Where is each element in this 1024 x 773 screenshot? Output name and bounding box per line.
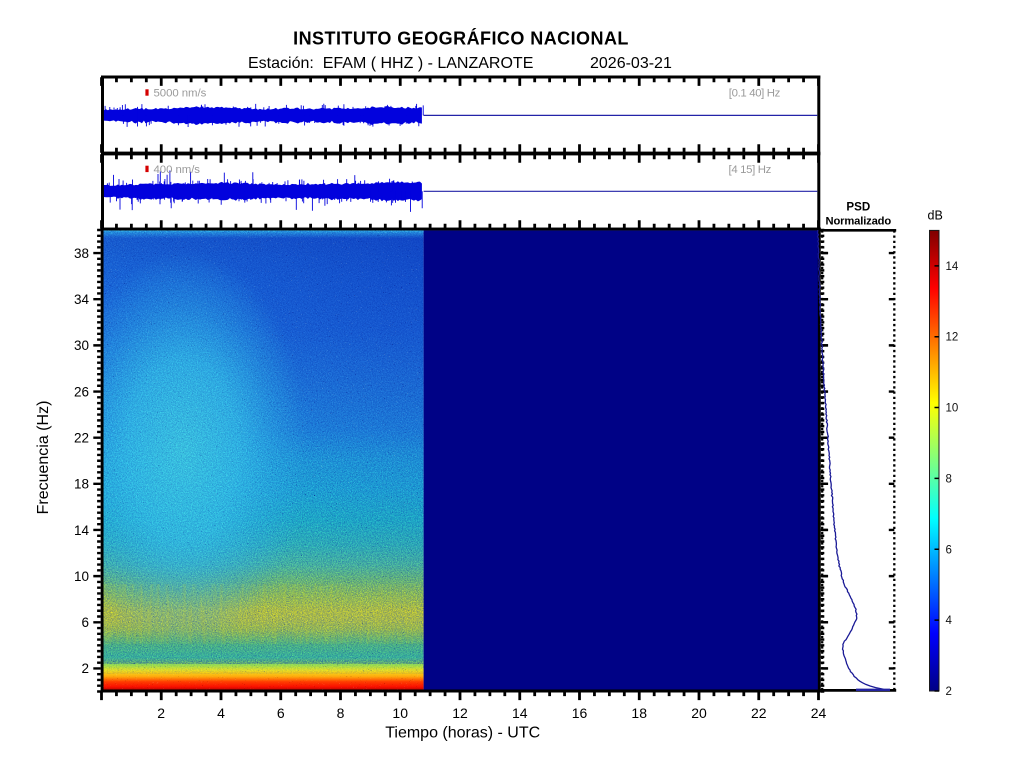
svg-text:Normalizado: Normalizado (826, 215, 892, 227)
svg-text:24: 24 (811, 705, 827, 721)
svg-text:14: 14 (946, 261, 959, 273)
svg-text:10: 10 (392, 705, 408, 721)
svg-text:10: 10 (946, 403, 959, 415)
svg-text:22: 22 (751, 705, 767, 721)
svg-text:Tiempo (horas) - UTC: Tiempo (horas) - UTC (385, 725, 540, 742)
svg-text:34: 34 (74, 292, 90, 307)
svg-text:6: 6 (277, 705, 285, 721)
svg-text:4: 4 (946, 615, 953, 627)
svg-text:8: 8 (337, 705, 345, 721)
svg-text:12: 12 (452, 705, 468, 721)
svg-text:2026-03-21: 2026-03-21 (590, 55, 672, 72)
svg-text:2: 2 (157, 705, 165, 721)
svg-text:8: 8 (946, 473, 952, 485)
svg-text:dB: dB (928, 209, 943, 223)
svg-text:18: 18 (631, 705, 647, 721)
svg-text:10: 10 (74, 569, 89, 584)
svg-text:14: 14 (74, 523, 90, 538)
svg-text:INSTITUTO GEOGRÁFICO NACIONAL: INSTITUTO GEOGRÁFICO NACIONAL (293, 28, 629, 49)
svg-text:38: 38 (74, 246, 89, 261)
svg-text:12: 12 (946, 332, 959, 344)
svg-text:4: 4 (217, 705, 225, 721)
svg-text:5000 nm/s: 5000 nm/s (154, 88, 207, 100)
svg-text:Estación: EFAM ( HHZ ) - LANZ: Estación: EFAM ( HHZ ) - LANZAROTE (248, 55, 533, 72)
svg-text:[0.1 40] Hz: [0.1 40] Hz (729, 88, 781, 100)
svg-text:400 nm/s: 400 nm/s (154, 164, 201, 176)
svg-text:18: 18 (74, 477, 89, 492)
svg-text:Frecuencia (Hz): Frecuencia (Hz) (35, 401, 52, 515)
svg-text:14: 14 (512, 705, 528, 721)
svg-text:26: 26 (74, 384, 89, 399)
svg-text:22: 22 (74, 431, 89, 446)
svg-text:30: 30 (74, 338, 89, 353)
svg-text:PSD: PSD (846, 201, 870, 214)
svg-text:2: 2 (946, 686, 952, 698)
svg-text:6: 6 (946, 544, 952, 556)
svg-text:2: 2 (81, 661, 89, 676)
svg-text:16: 16 (572, 705, 588, 721)
svg-text:20: 20 (691, 705, 707, 721)
svg-text:6: 6 (81, 615, 89, 630)
svg-text:[4 15] Hz: [4 15] Hz (729, 164, 772, 176)
